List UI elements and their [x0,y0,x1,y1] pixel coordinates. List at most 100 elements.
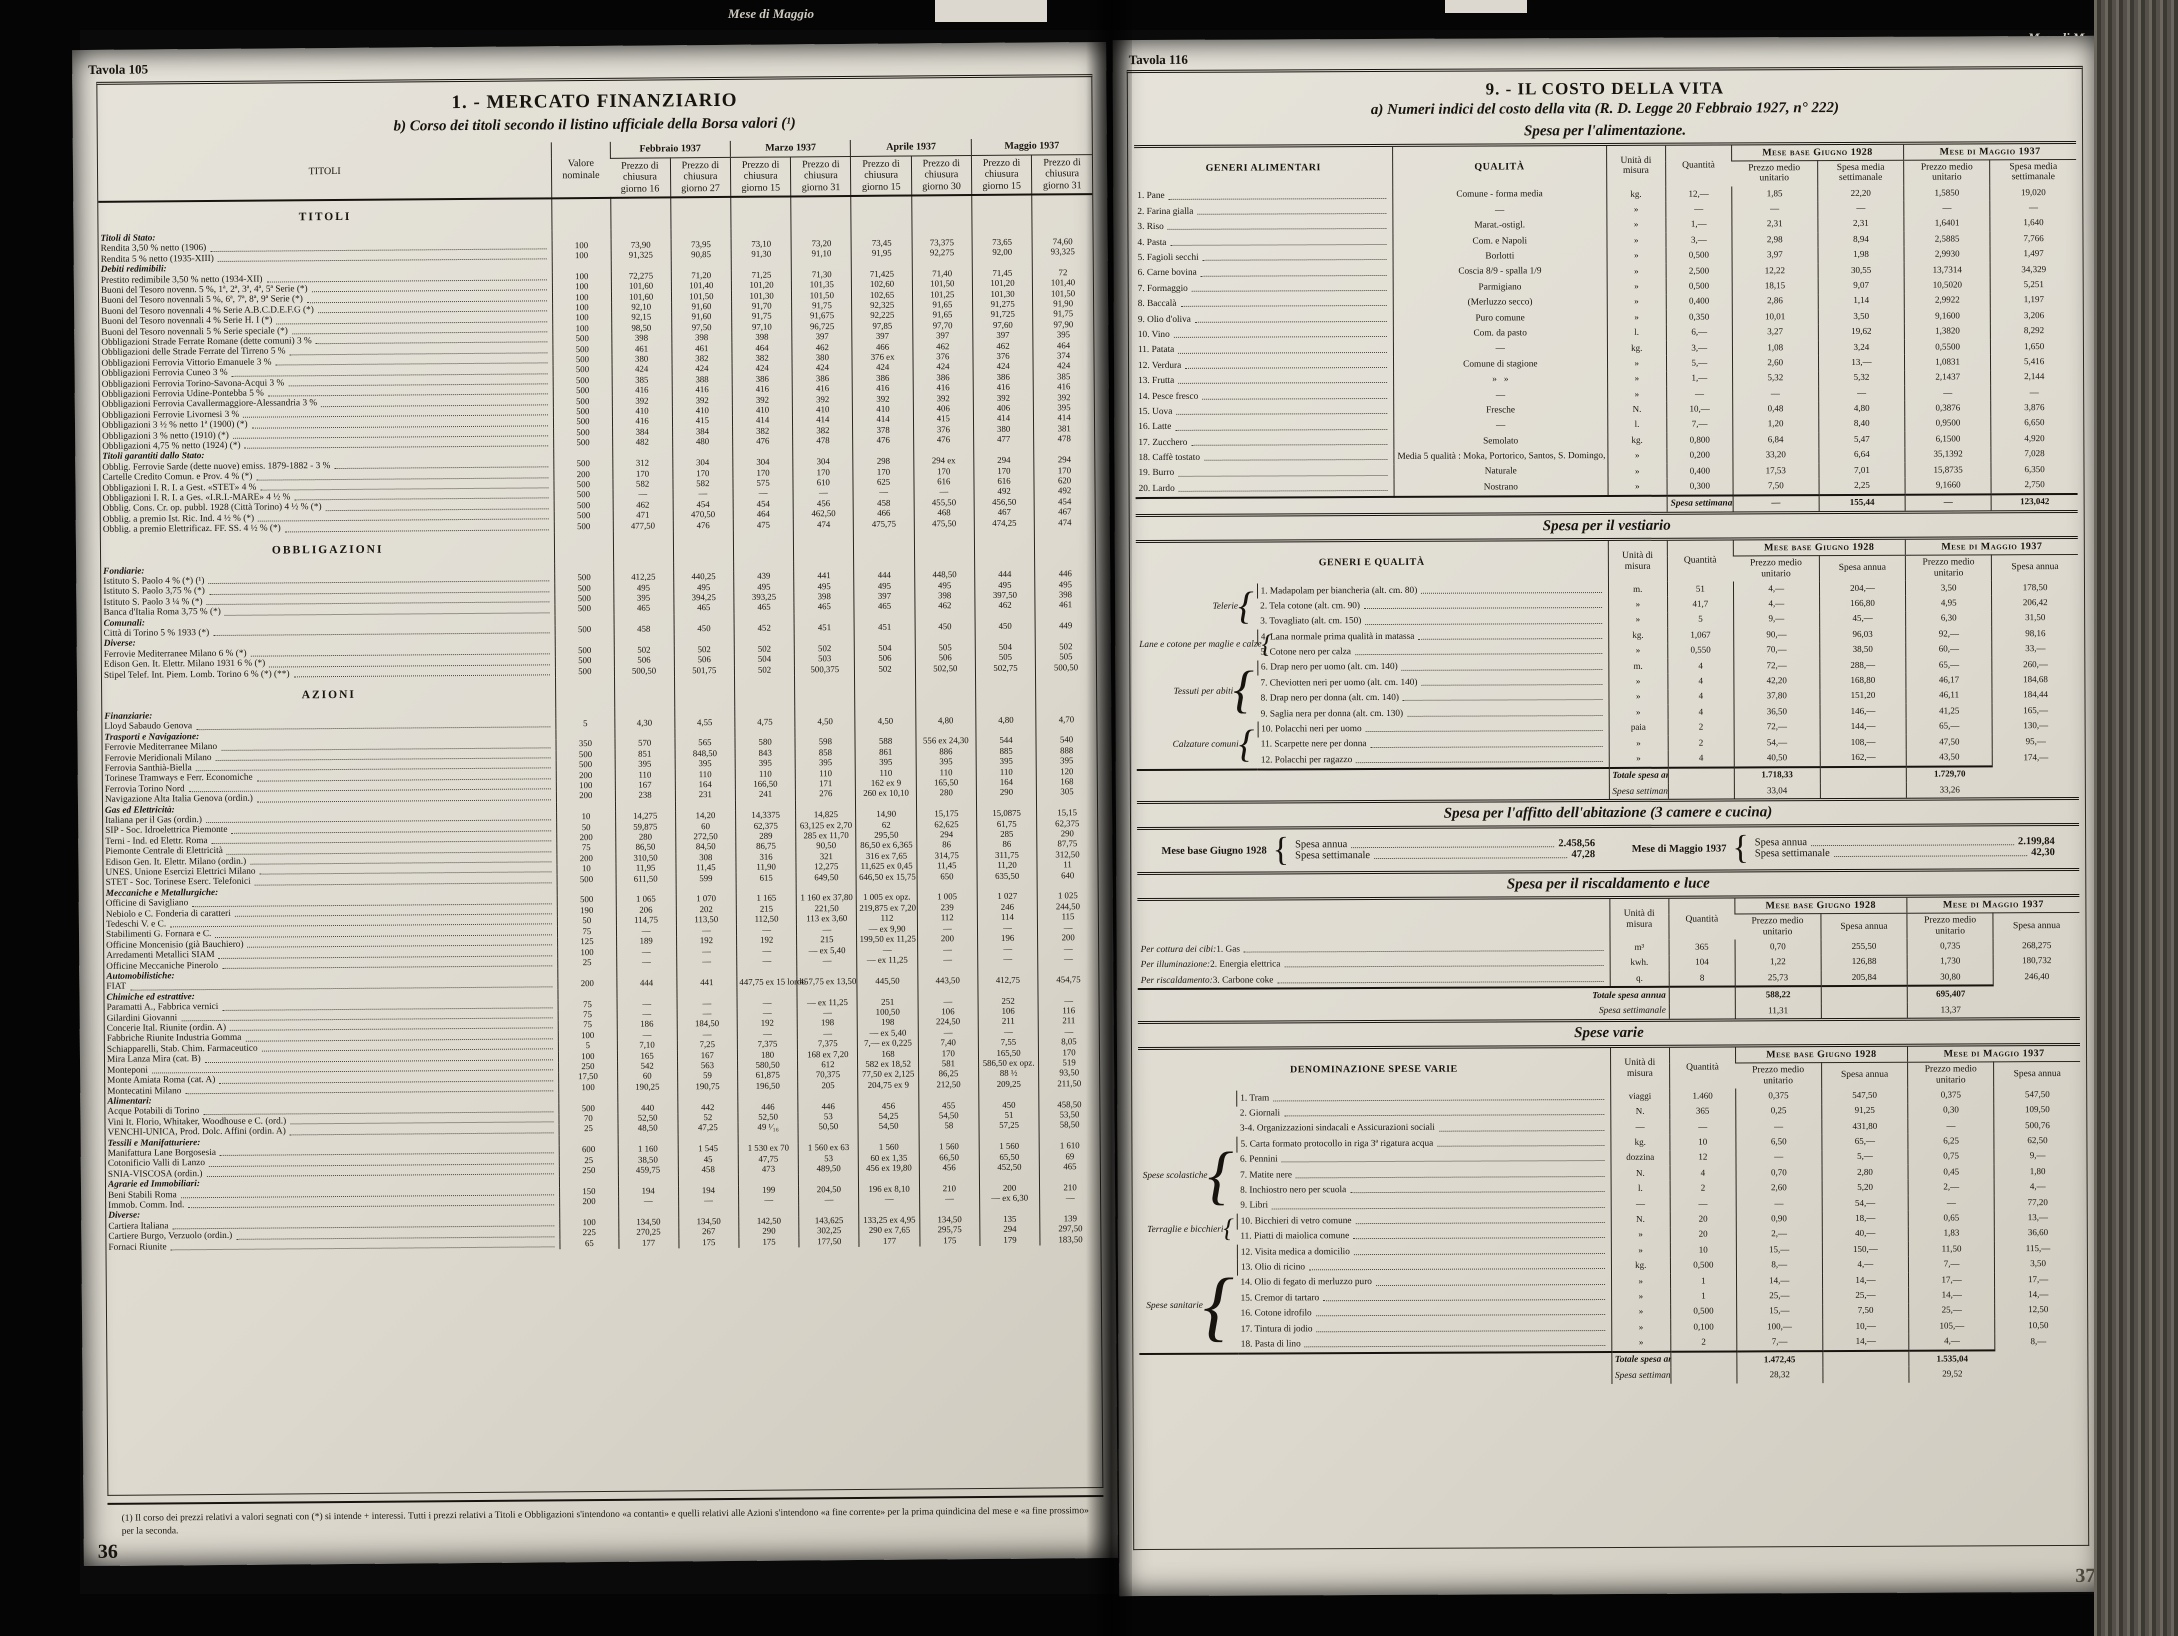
total-value: — [1905,494,1992,511]
col-month-febbraio: Febbraio 1937 [609,140,731,158]
item-value: — [1735,1195,1823,1212]
left-table-frame: 1. - MERCATO FINANZIARIO b) Corso dei ti… [96,74,1104,1496]
quantita-value: — [1665,201,1732,218]
price-value: 465 [794,602,855,613]
valore-nominale: 10 [557,863,616,875]
price-value: 93,325 [1032,246,1093,258]
item-value: 65,— [1821,1133,1909,1150]
price-value: 177 [618,1237,679,1249]
price-value: 397 [972,330,1034,342]
price-value: 471 [612,510,674,522]
empty-cell [915,704,976,716]
item-value: m. [1607,581,1668,598]
fuel-value: m³ [1609,940,1670,956]
page-right: Tavola 116 9. - IL COSTO DELLA VITA a) N… [1112,35,2106,1597]
spesa-value: 2,31 [1731,216,1818,233]
price-value: 241 [735,789,796,801]
item-value: » [1610,1242,1671,1259]
quantita-value: 5,— [1666,355,1733,372]
empty-cell [554,531,614,563]
unita-value: » [1607,448,1667,464]
price-value: 398 [671,332,732,344]
group-label: Tessuti per abiti{ [1173,661,1255,720]
price-value: 416 [973,382,1034,394]
col-prezzo-1: Prezzo di chiusura giorno 16 [620,159,660,195]
item-label: 15. Cremor di tartaro [1238,1289,1612,1306]
financial-table: TITOLI Valore nominale Febbraio 1937 Mar… [97,138,1101,1253]
unita-value: l. [1606,325,1667,341]
col-unita-s: Unità di misura [1610,1047,1670,1090]
price-value: 177,50 [799,1236,860,1248]
price-value: 475,75 [853,518,915,530]
price-value: 1 560 ex 63 [798,1142,859,1154]
price-value: 101,35 [791,279,852,291]
price-value: 395 [795,757,856,769]
spesa-value: 2,9922 [1904,292,1991,309]
genere-label: 15. Uova [1135,403,1394,420]
item-value: N. [1610,1104,1670,1120]
col-valore-nominale: Valore nominale [551,141,611,199]
spesa-value: 0,48 [1732,401,1819,418]
total-label: Spesa settimanale [1608,783,1669,800]
price-value: 476 [673,520,734,532]
price-value: 212,50 [918,1079,979,1091]
section-header: TITOLI [298,210,352,224]
spesa-value: 2,5885 [1904,231,1991,248]
item-value: 25,— [1736,1288,1823,1305]
item-value: » [1608,612,1668,629]
item-value: » [1611,1319,1671,1336]
genere-label: 16. Latte [1135,419,1394,436]
section-affitto-title: Spesa per l'affitto dell'abitazione (3 c… [1136,797,2080,831]
price-value: 473 [738,1164,799,1176]
price-value: — [616,956,677,968]
valore-nominale: 25 [559,1123,618,1135]
price-value: — ex 6,30 [979,1193,1040,1205]
spesa-value: 17,53 [1732,462,1819,479]
item-value: 2 [1670,1334,1737,1352]
price-value: 1 560 [858,1142,919,1154]
price-value: 11,45 [675,862,737,874]
spesa-value: 4,80 [1818,401,1905,417]
item-value: — [1610,1196,1671,1213]
unita-value: kg. [1606,186,1666,203]
item-value: 65,— [1906,718,1993,735]
price-value: 439 [733,571,794,583]
price-value: 11,20 [976,860,1038,872]
price-value: 209,25 [978,1078,1039,1090]
item-value: — [1908,1195,1995,1211]
empty-cell [610,229,671,241]
item-value: 0,100 [1670,1319,1737,1336]
price-value: 475 [733,519,794,531]
valore-nominale: 500 [553,385,612,397]
price-value: 92,275 [911,247,973,259]
item-value: 1,80 [1994,1164,2081,1180]
blank-cell [1668,783,1735,800]
item-value: 4,— [1994,1179,2081,1196]
price-value: 1 530 ex 70 [738,1143,799,1155]
empty-cell [670,196,731,230]
item-value: 43,50 [1906,749,1993,767]
spesa-value: 5,251 [1990,277,2077,293]
item-value: 18,— [1822,1210,1909,1227]
price-value: 474,25 [974,517,1035,529]
price-value: 444 [616,977,677,989]
qualita-value: — [1392,202,1607,219]
empty-cell [673,530,734,562]
price-value: 4,50 [855,715,916,727]
spesa-value: — [1990,384,2078,401]
quantita-value: 7,— [1666,417,1733,433]
item-label: 9. Saglia nera per donna (alt. cm. 130) [1258,705,1609,722]
col-denominazione: DENOMINAZIONE SPESE VARIE [1138,1048,1610,1091]
item-value: » [1608,750,1669,768]
item-value: — [1735,1118,1822,1135]
price-value: 480 [672,436,733,448]
blank [1139,1351,1612,1371]
item-value: 9,— [1733,611,1820,628]
price-value: 397 [792,331,853,343]
quantita-value: 1,— [1665,217,1732,233]
quantita-value: 0,400 [1666,463,1733,480]
fuel-value: 0,735 [1907,938,1994,955]
col-mese-base: Mese base Giugno 1928 [1731,144,1904,161]
price-value: 7,10 [616,1040,678,1052]
item-value: 65,— [1905,657,1993,673]
